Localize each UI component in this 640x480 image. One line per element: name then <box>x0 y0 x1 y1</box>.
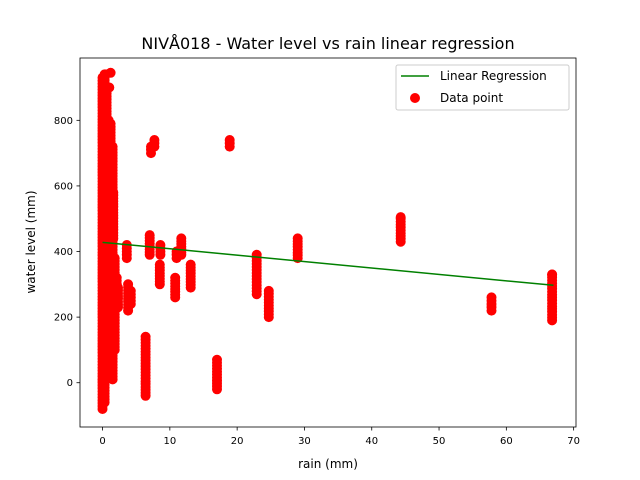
y-tick-label: 0 <box>67 378 73 389</box>
data-point <box>100 69 111 80</box>
plot-frame <box>79 57 577 428</box>
x-tick-label: 70 <box>567 436 580 447</box>
data-point <box>107 141 118 152</box>
x-tick-label: 0 <box>99 436 105 447</box>
legend-label-regression: Linear Regression <box>440 69 547 83</box>
data-point <box>185 259 196 270</box>
x-tick-label: 30 <box>298 436 311 447</box>
data-point <box>125 285 136 296</box>
data-point <box>111 272 122 283</box>
data-point <box>149 135 160 145</box>
data-point <box>108 187 119 198</box>
legend: Linear Regression Data point <box>395 64 570 111</box>
data-point <box>224 135 235 145</box>
data-point <box>212 354 222 365</box>
x-tick-label: 20 <box>231 436 244 447</box>
y-tick-label: 800 <box>54 116 73 127</box>
data-point <box>144 230 155 241</box>
data-point <box>486 292 497 303</box>
y-tick-label: 200 <box>54 313 73 324</box>
legend-marker-swatch <box>410 93 420 103</box>
y-tick-label: 400 <box>54 247 73 258</box>
data-point <box>170 272 181 283</box>
data-point <box>104 82 115 93</box>
x-tick-label: 10 <box>163 436 176 447</box>
y-tick-label: 600 <box>54 181 73 192</box>
regression-layer <box>102 241 554 287</box>
data-point <box>547 269 558 280</box>
y-axis-ticks: 0 200 400 600 800 <box>54 116 80 389</box>
data-points <box>97 67 558 414</box>
data-point <box>251 249 262 260</box>
x-tick-label: 40 <box>365 436 378 447</box>
y-axis-label: water level (mm) <box>24 190 38 293</box>
data-point <box>154 259 165 270</box>
data-point <box>109 289 119 300</box>
x-tick-label: 60 <box>500 436 513 447</box>
data-point <box>176 233 187 244</box>
x-tick-label: 50 <box>433 436 446 447</box>
chart-title: NIVÅ018 - Water level vs rain linear reg… <box>141 34 514 53</box>
data-point <box>109 253 120 264</box>
x-axis-ticks: 0 10 20 30 40 50 60 70 <box>99 427 580 447</box>
legend-box <box>395 64 570 111</box>
data-point <box>140 331 151 342</box>
data-point <box>395 212 406 223</box>
data-point <box>105 118 116 129</box>
legend-label-data: Data point <box>440 91 503 105</box>
data-point <box>292 233 303 244</box>
regression-line <box>102 241 554 287</box>
data-point <box>263 285 274 296</box>
x-axis-label: rain (mm) <box>298 457 358 471</box>
